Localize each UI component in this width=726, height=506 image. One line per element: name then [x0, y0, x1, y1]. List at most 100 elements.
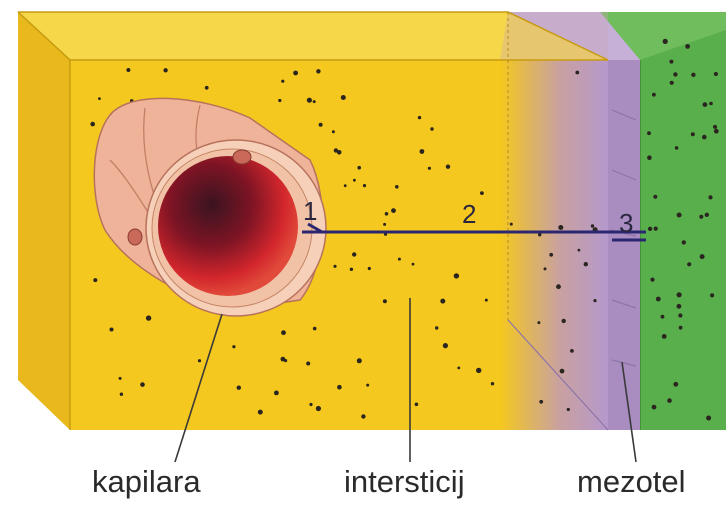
particle-dot — [293, 70, 298, 76]
particle-dot — [440, 298, 446, 304]
particle-dot — [90, 121, 95, 127]
particle-dot — [690, 132, 695, 137]
capillary — [93, 97, 327, 317]
particle-dot — [391, 208, 396, 214]
particle-dot — [430, 127, 434, 131]
marker-3-label: 3 — [619, 208, 633, 238]
particle-dot — [93, 278, 98, 283]
particle-dot — [163, 68, 168, 73]
particle-dot — [356, 358, 362, 364]
particle-dot — [549, 252, 554, 257]
particle-dot — [484, 298, 488, 302]
particle-dot — [281, 79, 285, 83]
particle-dot — [575, 70, 580, 75]
particle-dot — [457, 366, 461, 370]
particle-dot — [662, 38, 668, 45]
particle-dot — [537, 321, 541, 325]
particle-dot — [306, 97, 312, 103]
particle-dot — [653, 194, 658, 199]
particle-dot — [561, 318, 566, 324]
particle-dot — [357, 165, 362, 170]
particle-dot — [340, 95, 346, 100]
particle-dot — [652, 92, 656, 97]
particle-dot — [333, 148, 339, 153]
particle-dot — [119, 392, 124, 396]
particle-dot — [676, 212, 682, 218]
particle-dot — [318, 122, 323, 127]
particle-dot — [353, 178, 356, 182]
particle-dot — [676, 292, 682, 298]
particle-dot — [366, 383, 370, 387]
particle-dot — [417, 115, 422, 120]
particle-dot — [699, 214, 704, 219]
particle-dot — [647, 155, 652, 160]
particle-dot — [691, 72, 696, 78]
particle-dot — [280, 356, 286, 362]
particle-dot — [709, 101, 713, 106]
marker-1-label: 1 — [303, 196, 317, 226]
particle-dot — [590, 224, 595, 228]
particle-dot — [382, 299, 387, 304]
particle-dot — [315, 405, 321, 412]
particle-dot — [337, 384, 342, 390]
particle-dot — [343, 184, 347, 188]
particle-dot — [577, 248, 581, 252]
particle-dot — [442, 343, 448, 349]
particle-dot — [361, 414, 366, 419]
particle-dot — [708, 195, 713, 200]
particle-dot — [681, 240, 686, 245]
particle-dot — [556, 284, 561, 290]
particle-dot — [678, 313, 683, 318]
particle-dot — [558, 225, 564, 230]
marker-2-label: 2 — [462, 199, 476, 229]
particle-dot — [685, 44, 690, 49]
particle-dot — [312, 100, 316, 104]
particle-dot — [669, 80, 674, 85]
blood-lumen — [158, 156, 298, 296]
particle-dot — [509, 222, 513, 226]
particle-dot — [676, 303, 682, 309]
particle-dot — [543, 267, 547, 271]
particle-dot — [140, 382, 145, 387]
particle-dot — [232, 345, 236, 349]
particle-dot — [274, 390, 279, 396]
particle-dot — [312, 326, 317, 331]
particle-dot — [704, 212, 709, 217]
particle-dot — [395, 185, 399, 189]
particle-dot — [699, 254, 705, 260]
particle-dot — [713, 128, 719, 134]
particle-dot — [316, 69, 321, 74]
particle-dot — [331, 130, 335, 134]
distance-line: 1 2 3 — [302, 196, 646, 242]
particle-dot — [490, 382, 495, 386]
particle-dot — [651, 404, 657, 410]
particle-dot — [204, 85, 209, 90]
particle-dot — [126, 68, 131, 72]
particle-dot — [397, 257, 401, 261]
particle-dot — [476, 367, 482, 374]
particle-dot — [118, 376, 122, 380]
particle-dot — [687, 262, 692, 267]
particle-dot — [650, 277, 655, 282]
particle-dot — [384, 212, 389, 216]
particle-dot — [661, 334, 667, 339]
interstitium-box — [17, 11, 609, 431]
mesothelium-layer — [508, 12, 640, 430]
particle-dot — [710, 293, 715, 298]
particle-dot — [435, 326, 439, 330]
particle-dot — [669, 59, 674, 64]
capillary-caption: kapilara — [92, 464, 201, 499]
particle-dot — [570, 349, 574, 353]
particle-dot — [278, 98, 282, 103]
interstitium-caption: intersticij — [344, 464, 465, 499]
particle-dot — [419, 149, 425, 154]
particle-dot — [673, 381, 679, 387]
particle-dot — [655, 296, 661, 302]
particle-dot — [667, 398, 672, 403]
particle-dot — [706, 415, 712, 421]
particle-dot — [349, 267, 354, 271]
particle-dot — [653, 226, 658, 231]
particle-dot — [367, 266, 371, 271]
particle-dot — [647, 226, 653, 231]
particle-dot — [333, 264, 337, 268]
